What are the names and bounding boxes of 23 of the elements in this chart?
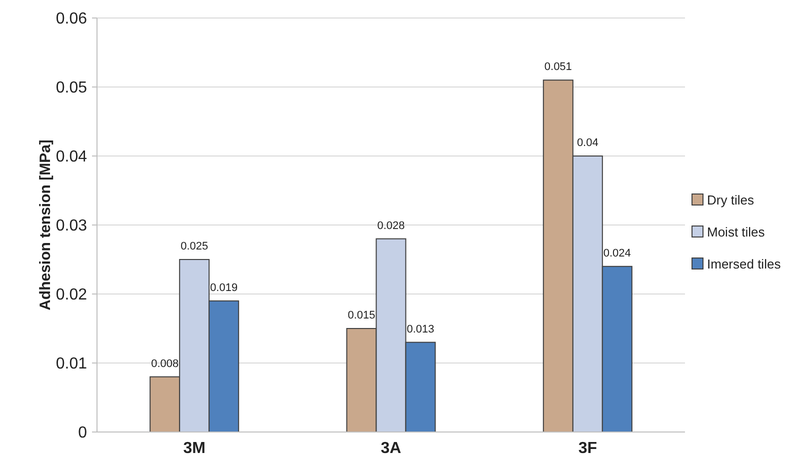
legend-label: Moist tiles bbox=[707, 224, 766, 240]
legend-label: Imersed tiles bbox=[707, 256, 782, 272]
data-label: 0.015 bbox=[348, 310, 376, 322]
y-tick-label: 0.02 bbox=[56, 286, 88, 304]
data-label: 0.04 bbox=[576, 137, 598, 149]
data-label: 0.025 bbox=[180, 240, 208, 252]
y-tick-label: 0 bbox=[78, 424, 88, 442]
y-tick-label: 0.03 bbox=[56, 218, 88, 235]
y-tick-label: 0.06 bbox=[56, 10, 88, 28]
x-tick-label: 3F bbox=[578, 440, 598, 457]
y-axis-title: Adhesion tension [MPa] bbox=[37, 140, 54, 310]
data-label: 0.019 bbox=[210, 282, 238, 294]
data-label: 0.028 bbox=[377, 220, 405, 232]
x-tick-label: 3M bbox=[183, 440, 206, 457]
y-tick-label: 0.04 bbox=[56, 148, 88, 166]
y-tick-label: 0.05 bbox=[56, 80, 88, 97]
data-label: 0.051 bbox=[544, 61, 572, 74]
x-tick-label: 3A bbox=[380, 440, 402, 457]
y-tick-label: 0.01 bbox=[56, 356, 88, 373]
data-label: 0.024 bbox=[603, 247, 631, 260]
data-label: 0.008 bbox=[151, 358, 179, 370]
data-label: 0.013 bbox=[406, 323, 434, 336]
legend-label: Dry tiles bbox=[707, 192, 754, 208]
